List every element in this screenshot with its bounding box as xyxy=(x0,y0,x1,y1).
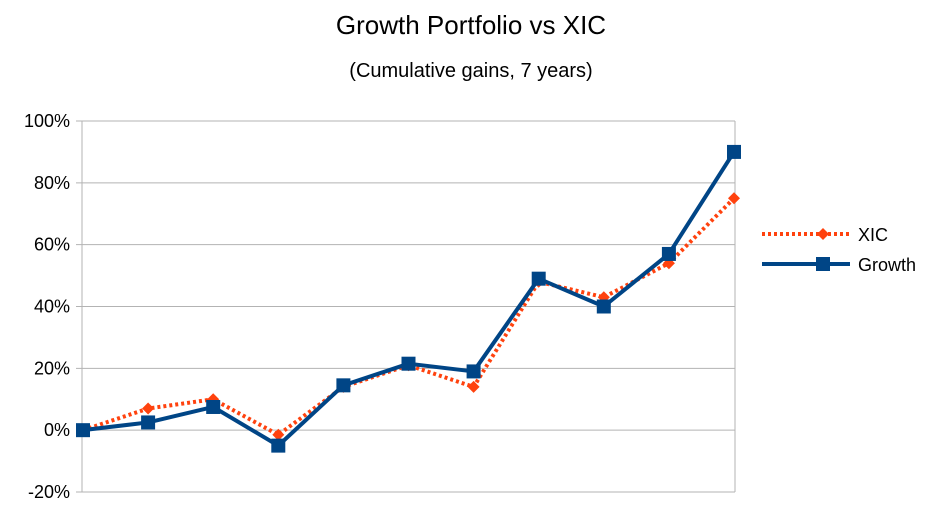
y-tick-labels: -20% 0% 20% 40% 60% 80% 100% xyxy=(24,111,70,502)
data-point-xic xyxy=(467,380,480,393)
y-tick-label: -20% xyxy=(28,482,70,502)
y-tick-label: 100% xyxy=(24,111,70,131)
series-line-growth xyxy=(82,150,736,448)
data-point-xic xyxy=(272,428,285,441)
data-point-growth xyxy=(727,144,741,159)
series-growth xyxy=(76,144,741,453)
y-tick-label: 20% xyxy=(34,358,70,378)
legend: XIC Growth xyxy=(762,225,916,275)
data-point-growth xyxy=(141,415,156,430)
data-point-growth xyxy=(336,378,351,393)
data-point-growth xyxy=(661,246,676,261)
legend-marker xyxy=(817,228,829,240)
legend-item-xic: XIC xyxy=(762,225,888,245)
gridlines xyxy=(76,120,735,493)
data-point-xic xyxy=(728,192,740,205)
data-point-xic xyxy=(142,402,155,415)
data-point-growth xyxy=(206,399,221,414)
legend-label: Growth xyxy=(858,255,916,275)
data-point-growth xyxy=(76,423,90,438)
series-line-xic xyxy=(82,196,736,437)
legend-item-growth: Growth xyxy=(762,255,916,275)
legend-label: XIC xyxy=(858,225,888,245)
data-point-growth xyxy=(466,364,481,379)
data-point-growth xyxy=(596,299,611,314)
chart-title: Growth Portfolio vs XIC xyxy=(335,10,607,40)
y-tick-label: 60% xyxy=(34,235,70,255)
series-xic xyxy=(77,192,740,441)
legend-marker xyxy=(816,257,830,271)
series-group xyxy=(76,144,741,453)
data-point-growth xyxy=(531,271,546,286)
data-point-growth xyxy=(401,356,416,371)
y-tick-label: 0% xyxy=(44,420,70,440)
y-tick-label: 80% xyxy=(34,173,70,193)
y-tick-label: 40% xyxy=(34,297,70,317)
data-point-growth xyxy=(271,438,286,453)
chart-subtitle: (Cumulative gains, 7 years) xyxy=(349,60,593,82)
